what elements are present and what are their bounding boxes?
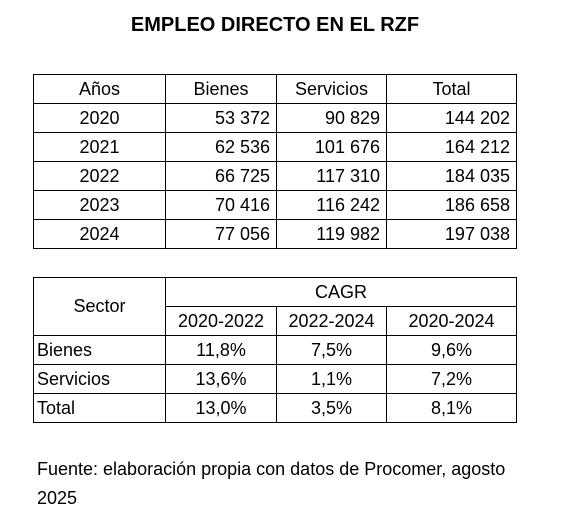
column-header: Servicios <box>276 74 387 104</box>
value-cell: 144 202 <box>386 103 517 133</box>
table-row: 2023 70 416 116 242 186 658 <box>33 190 517 220</box>
value-cell: 184 035 <box>386 161 517 191</box>
value-cell: 119 982 <box>276 219 387 249</box>
period-header: 2020-2024 <box>386 306 517 336</box>
column-header: Total <box>386 74 517 104</box>
rate-cell: 13,0% <box>165 393 277 423</box>
sector-header: Sector <box>33 277 166 336</box>
value-cell: 197 038 <box>386 219 517 249</box>
title: EMPLEO DIRECTO EN EL RZF <box>130 14 420 36</box>
table-row: Bienes 11,8% 7,5% 9,6% <box>33 335 517 365</box>
value-cell: 62 536 <box>165 132 277 162</box>
source-note: Fuente: elaboración propia con datos de … <box>37 459 506 508</box>
table-row: Servicios 13,6% 1,1% 7,2% <box>33 364 517 394</box>
value-cell: 101 676 <box>276 132 387 162</box>
rate-cell: 13,6% <box>165 364 277 394</box>
value-cell: 116 242 <box>276 190 387 220</box>
value-cell: 90 829 <box>276 103 387 133</box>
rate-cell: 1,1% <box>276 364 387 394</box>
column-header: Años <box>33 74 166 104</box>
value-cell: 66 725 <box>165 161 277 191</box>
group-header: CAGR <box>165 277 517 307</box>
table-row: 2024 77 056 119 982 197 038 <box>33 219 517 249</box>
rate-cell: 11,8% <box>165 335 277 365</box>
value-cell: 53 372 <box>165 103 277 133</box>
table-row: 2021 62 536 101 676 164 212 <box>33 132 517 162</box>
rate-cell: 3,5% <box>276 393 387 423</box>
year-cell: 2021 <box>33 132 166 162</box>
cagr-table: Sector CAGR 2020-2022 2022-2024 2020-2024 … <box>33 277 517 423</box>
year-cell: 2023 <box>33 190 166 220</box>
table-row: 2020 53 372 90 829 144 202 <box>33 103 517 133</box>
rate-cell: 7,5% <box>276 335 387 365</box>
year-cell: 2022 <box>33 161 166 191</box>
sector-cell: Servicios <box>33 364 166 394</box>
year-cell: 2024 <box>33 219 166 249</box>
sector-cell: Bienes <box>33 335 166 365</box>
period-header: 2020-2022 <box>165 306 277 336</box>
value-cell: 164 212 <box>386 132 517 162</box>
value-cell: 77 056 <box>165 219 277 249</box>
employment-table: Años Bienes Servicios Total 2020 53 372 90 82… <box>33 74 517 249</box>
value-cell: 186 658 <box>386 190 517 220</box>
sector-cell: Total <box>33 393 166 423</box>
table-row: 2022 66 725 117 310 184 035 <box>33 161 517 191</box>
period-header: 2022-2024 <box>276 306 387 336</box>
rate-cell: 7,2% <box>386 364 517 394</box>
rate-cell: 9,6% <box>386 335 517 365</box>
table-row: Total 13,0% 3,5% 8,1% <box>33 393 517 423</box>
value-cell: 70 416 <box>165 190 277 220</box>
year-cell: 2020 <box>33 103 166 133</box>
column-header: Bienes <box>165 74 277 104</box>
rate-cell: 8,1% <box>386 393 517 423</box>
value-cell: 117 310 <box>276 161 387 191</box>
